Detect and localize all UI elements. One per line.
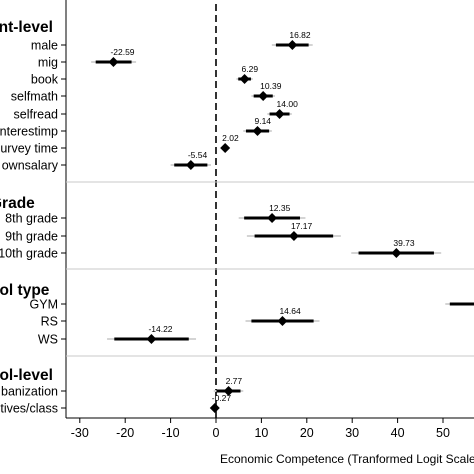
value-label: 6.29 [242, 64, 259, 74]
value-label: 12.35 [269, 203, 291, 213]
estimate-marker [220, 143, 231, 153]
row-label: 8th grade [5, 212, 58, 226]
row-label: 9th grade [5, 230, 58, 244]
value-label: 39.73 [393, 238, 415, 248]
x-tick-label: 20 [300, 426, 314, 440]
value-label: 2.77 [226, 376, 243, 386]
value-label: 17.17 [291, 221, 313, 231]
estimate-marker [258, 91, 269, 101]
value-label: 2.02 [222, 133, 239, 143]
x-tick-label: 40 [391, 426, 405, 440]
row-label: ownsalary [2, 159, 59, 173]
value-label: -22.59 [110, 47, 134, 57]
estimate-marker [288, 231, 299, 241]
value-label: 16.82 [289, 30, 311, 40]
estimate-marker [274, 109, 285, 119]
value-label: -5.54 [188, 150, 208, 160]
estimate-marker [108, 57, 119, 67]
x-tick-label: -20 [116, 426, 134, 440]
estimate-marker [252, 126, 263, 136]
row-label: male [31, 39, 58, 53]
estimate-marker [239, 74, 250, 84]
estimate-marker [267, 213, 278, 223]
row-label: selfmath [11, 90, 58, 104]
estimate-marker [209, 403, 220, 413]
row-label: urvey time [0, 142, 58, 156]
value-label: 14.00 [277, 99, 299, 109]
estimate-marker [391, 248, 402, 258]
x-tick-label: 0 [213, 426, 220, 440]
estimate-marker [185, 160, 196, 170]
row-label: selfread [14, 108, 59, 122]
group-header: Grade [0, 195, 35, 212]
value-label: 14.64 [279, 306, 301, 316]
row-label: book [31, 73, 59, 87]
estimate-marker [287, 40, 298, 50]
row-label: banization [1, 385, 58, 399]
value-label: 10.39 [260, 81, 282, 91]
row-label: RS [41, 315, 58, 329]
group-header: ent-level [0, 19, 53, 36]
estimate-marker [146, 334, 157, 344]
x-tick-label: 50 [436, 426, 450, 440]
x-tick-label: -30 [71, 426, 89, 440]
row-label: WS [38, 333, 58, 347]
x-tick-label: -10 [162, 426, 180, 440]
row-label: GYM [30, 298, 58, 312]
group-header: ool-level [0, 367, 53, 384]
group-header: ool type [0, 282, 50, 299]
x-tick-label: 30 [345, 426, 359, 440]
estimate-marker [277, 316, 288, 326]
row-label: nterestimp [0, 125, 58, 139]
value-label: 9.14 [254, 116, 271, 126]
x-tick-label: 10 [254, 426, 268, 440]
row-label: 10th grade [0, 247, 58, 261]
value-label: -14.22 [148, 324, 172, 334]
x-axis-title: Economic Competence (Tranformed Logit Sc… [220, 452, 474, 466]
row-label: mig [38, 56, 58, 70]
estimate-marker [223, 386, 234, 396]
value-label: -0.27 [212, 393, 232, 403]
row-label: tives/class [0, 402, 58, 416]
